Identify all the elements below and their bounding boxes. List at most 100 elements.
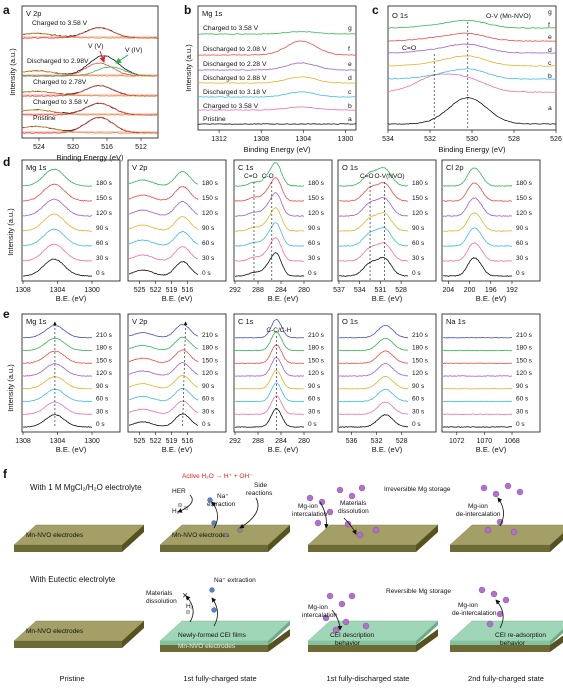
- row2-title: With Eutectic electrolyte: [30, 575, 116, 584]
- arrow-her: [177, 494, 193, 513]
- time-label-d-4-6: 180 s: [516, 180, 533, 187]
- time-label-d-4-1: 30 s: [516, 255, 529, 262]
- spectrum-e-2-6: [234, 331, 304, 352]
- d4-tick-label-0: 204: [442, 287, 454, 294]
- time-label-d-2-3: 90 s: [308, 225, 321, 232]
- time-label-d-2-4: 120 s: [308, 210, 325, 217]
- x-ticks-a: 524 520 516 512: [33, 138, 147, 151]
- d4-tick-label-3: 192: [506, 287, 518, 294]
- c-tick-label-4: 526: [550, 136, 562, 143]
- spectrum-e-4-3: [443, 387, 513, 390]
- spectrum-d-3-1: [338, 242, 409, 262]
- mg-ion-r1-s3-5: [326, 508, 334, 516]
- spectrum-b-4: [197, 76, 356, 84]
- series-label-a-3: Charged to 2.78V: [33, 79, 87, 86]
- subplot-frame-e-1: [127, 313, 227, 433]
- spectrum-d-1-3: [128, 216, 199, 231]
- annotation-d-3-1: O-V(NVO): [375, 173, 405, 180]
- time-label-d-1-6: 180 s: [202, 180, 219, 187]
- subplot-e-4: Na 1s 0 s 30 s 60 s 90 s 120 s 150 s 180 s 210 s…: [441, 313, 541, 454]
- series-label-b-1: Discharged to 2.08 V: [203, 46, 267, 53]
- fit-a-4-0: [21, 62, 159, 77]
- mg-ion-r1-s3-9: [356, 531, 364, 539]
- slab-r1-charged-label: Mn-NVO electrodes: [172, 532, 230, 539]
- time-label-d-0-6: 180 s: [96, 180, 113, 187]
- shift-arrow-e-1: [182, 321, 188, 427]
- spectrum-b-7: [198, 31, 357, 35]
- time-label-d-4-3: 90 s: [516, 225, 529, 232]
- arrow-na-extract-r2: [211, 597, 218, 627]
- slab-r2-charged2-cei-side: [550, 629, 563, 645]
- label-mg-deint-r1: Mg-ion: [468, 503, 488, 510]
- slab-r1-pristine-label: Mn-NVO electrodes: [26, 532, 84, 539]
- label-reversible: Reversible Mg storage: [386, 588, 451, 595]
- e2-tick-label-0: 292: [229, 438, 241, 445]
- panel-letter-c: c: [372, 3, 379, 17]
- label-na-r2: Na⁺ extraction: [214, 577, 256, 584]
- subplot-title-e-1: V 2p: [132, 317, 147, 326]
- slab-r2-charged2-front: [450, 645, 550, 652]
- row1-title: With 1 M MgCl₂/H₂O electrolyte: [30, 483, 142, 492]
- fit-a-3-0: [21, 85, 159, 97]
- spectrum-e-4-2: [443, 400, 513, 403]
- spectrum-e-2-4: [234, 356, 305, 377]
- spectrum-d-3-3: [338, 211, 409, 232]
- spectrum-e-1-1: [128, 400, 199, 414]
- fit-a-2-1: [21, 109, 159, 116]
- slab-r1-pristine-front: [14, 545, 122, 552]
- spectrum-e-2-3: [234, 369, 305, 390]
- time-label-e-3-7: 210 s: [412, 332, 429, 339]
- time-label-e-4-5: 150 s: [516, 357, 533, 364]
- subplot-d-0: Mg 1s 0 s 30 s 60 s 90 s 120 s 150 s 180 s 1308 1…: [15, 159, 121, 303]
- spectrum-d-1-4: [128, 200, 199, 216]
- label-na-r1: Na⁺: [217, 493, 229, 500]
- arrow-mg-int-r2: [331, 609, 343, 631]
- time-label-e-0-7: 210 s: [96, 332, 113, 339]
- mg-ion-r2-s3-2: [348, 592, 356, 600]
- h2-bubble-r2: [185, 609, 191, 615]
- spectrum-e-0-2: [22, 388, 93, 403]
- annotation-v4: V (IV): [125, 47, 142, 54]
- d2-tick-label-0: 292: [229, 287, 241, 294]
- subplot-d-3: O 1s 0 s 30 s 60 s 90 s 120 s 150 s 180 s 537 534…: [333, 159, 437, 303]
- subplot-d-4: Cl 2p 0 s 30 s 60 s 90 s 120 s 150 s 180 s 204 20…: [441, 159, 541, 303]
- spectrum-e-2-7: [234, 318, 305, 339]
- panel-letter-b: b: [184, 3, 191, 17]
- spectrum-c-6: [387, 32, 557, 42]
- subplot-title-e-4: Na 1s: [446, 317, 466, 326]
- mg-ion-r2-s3-0: [326, 592, 334, 600]
- time-label-d-0-3: 90 s: [96, 225, 109, 232]
- na-ion-r2-2: [211, 607, 217, 613]
- time-label-d-3-6: 180 s: [412, 180, 429, 187]
- h2-bubble-1: [177, 502, 183, 508]
- e0-tick-label-1: 1304: [50, 438, 66, 445]
- d0-tick-label-0: 1308: [15, 287, 31, 294]
- time-label-d-1-4: 120 s: [202, 210, 219, 217]
- time-label-e-1-6: 180 s: [202, 345, 219, 352]
- spectrum-a-3: [21, 85, 159, 97]
- time-label-e-0-6: 180 s: [96, 345, 113, 352]
- slab-r1-pristine: Mn-NVO electrodes: [13, 524, 145, 552]
- panel-letter-d: d: [3, 155, 10, 169]
- time-label-e-4-0: 0 s: [516, 421, 525, 428]
- d3-tick-label-3: 528: [395, 287, 407, 294]
- time-label-e-3-2: 60 s: [412, 396, 425, 403]
- spectrum-c-3: [387, 68, 557, 80]
- label-cei-readsorb: CEI re-adsorption: [495, 632, 546, 639]
- arrow-mg-deint-r2: [495, 599, 504, 629]
- spectrum-c-5: [387, 43, 556, 54]
- time-label-e-0-2: 60 s: [96, 396, 109, 403]
- time-label-d-0-1: 30 s: [96, 255, 109, 262]
- series-label-a-5: Charged to 3.58 V: [32, 20, 88, 27]
- spectrum-d-1-2: [128, 230, 199, 246]
- time-label-d-2-1: 30 s: [308, 255, 321, 262]
- time-label-e-2-6: 180 s: [308, 345, 325, 352]
- arrow-mat-diss-r2: [185, 595, 194, 623]
- slab-r1-charged-front: [160, 545, 268, 552]
- spectrum-e-0-5: [22, 350, 93, 364]
- subplot-title-d-2: C 1s: [238, 163, 254, 172]
- series-letter-c-1: b: [548, 73, 552, 80]
- spectrum-d-0-0: [22, 258, 93, 277]
- subplot-frame-d-4: [441, 159, 541, 282]
- spectrum-b-3: [197, 91, 357, 98]
